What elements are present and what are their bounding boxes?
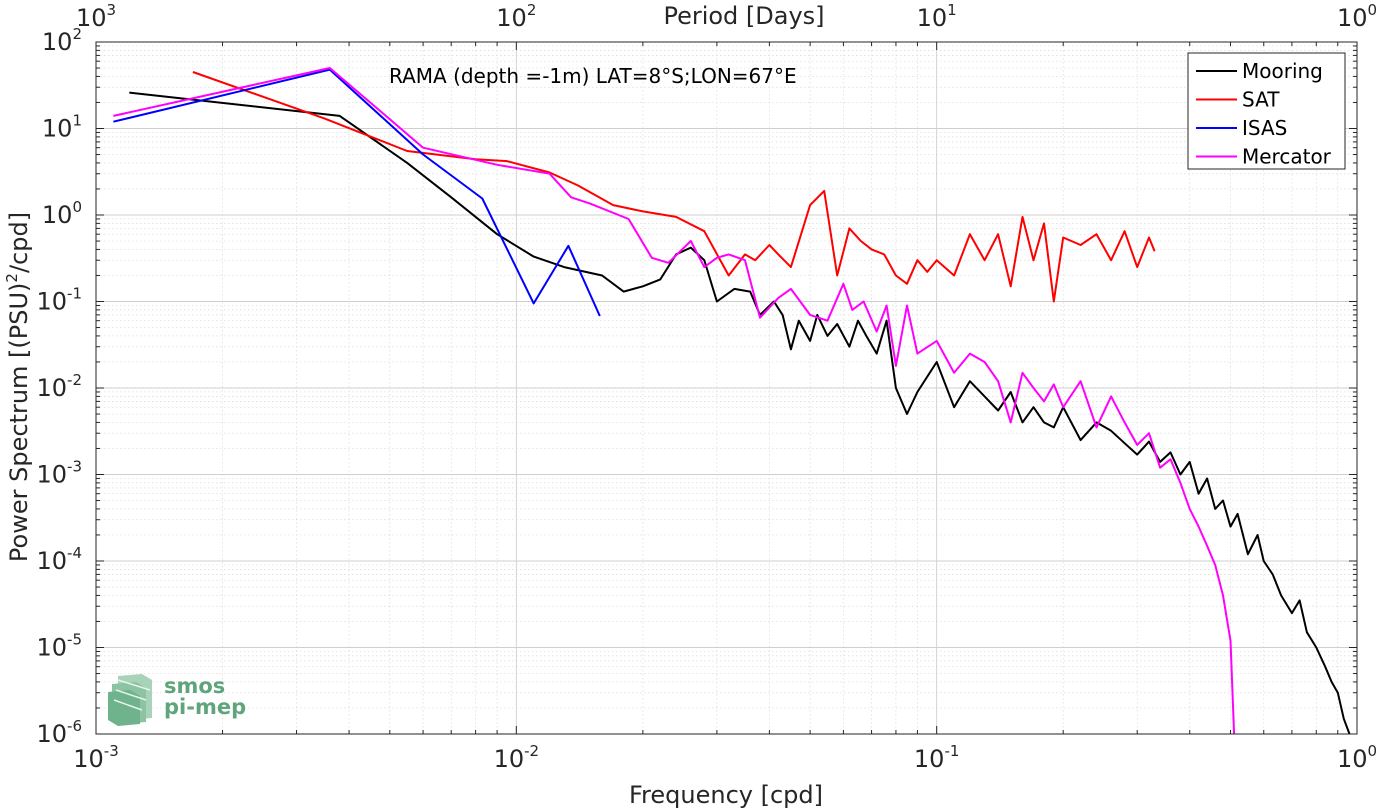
- y-tick-label-base: 10: [36, 720, 67, 748]
- logo-text-smos: smos: [164, 674, 225, 698]
- top-period-tick-labels: 103 102 101 100: [76, 1, 1377, 32]
- logo-mark-icon: [108, 674, 152, 726]
- legend-label-mooring: Mooring: [1242, 59, 1323, 83]
- y-tick-label: 10-5: [36, 631, 82, 662]
- top-tick-label-base: 10: [1337, 4, 1368, 32]
- x-tick-label-exponent: -3: [104, 742, 119, 760]
- smos-pi-mep-logo: smos pi-mep: [108, 674, 246, 726]
- y-axis-label-superscript: 2: [3, 273, 21, 283]
- y-tick-label-base: 10: [36, 634, 67, 662]
- y-tick-label: 10-4: [36, 544, 82, 575]
- chart-title: RAMA (depth =-1m) LAT=8°S;LON=67°E: [389, 64, 797, 88]
- y-tick-label: 100: [42, 198, 82, 229]
- y-tick-label-base: 10: [42, 201, 73, 229]
- y-tick-label: 10-1: [36, 285, 82, 316]
- x-tick-label: 10-3: [73, 742, 119, 773]
- top-tick-label-base: 10: [496, 4, 527, 32]
- legend-label-sat: SAT: [1242, 88, 1280, 112]
- series-line-isas: [113, 68, 601, 317]
- x-tick-label: 10-1: [914, 742, 960, 773]
- x-axis-label: Frequency [cpd]: [629, 781, 823, 809]
- series-line-mercator: [113, 67, 1236, 735]
- y-tick-label: 102: [42, 25, 82, 56]
- x-tick-label-base: 10: [1337, 745, 1368, 773]
- top-axis-label: Period [Days]: [663, 2, 824, 30]
- top-tick-label-base: 10: [917, 4, 948, 32]
- y-tick-label-base: 10: [36, 461, 67, 489]
- top-tick-label: 102: [496, 1, 536, 32]
- y-tick-label: 10-2: [36, 371, 82, 402]
- y-tick-label-exponent: 2: [72, 25, 82, 43]
- y-tick-label-exponent: 1: [72, 112, 82, 130]
- y-tick-label-base: 10: [42, 28, 73, 56]
- legend-box: [1187, 52, 1346, 170]
- legend-label-mercator: Mercator: [1242, 145, 1332, 169]
- y-tick-label-exponent: -1: [67, 285, 82, 303]
- tick-marks: [95, 41, 1358, 735]
- legend: Mooring SAT ISAS Mercator: [1187, 52, 1346, 170]
- y-tick-label-exponent: -3: [67, 458, 82, 476]
- y-tick-label-base: 10: [36, 374, 67, 402]
- x-tick-label: 10-2: [494, 742, 540, 773]
- x-tick-label-exponent: -1: [944, 742, 959, 760]
- y-tick-label-base: 10: [36, 288, 67, 316]
- y-tick-label-exponent: -2: [67, 371, 82, 389]
- y-tick-label-exponent: -4: [67, 544, 82, 562]
- y-tick-label-exponent: -5: [67, 631, 82, 649]
- top-tick-label-exponent: 1: [947, 1, 957, 19]
- y-axis-label-tail: /cpd]: [5, 212, 33, 273]
- logo-text-pi-mep: pi-mep: [164, 695, 246, 719]
- y-tick-label: 10-3: [36, 458, 82, 489]
- top-tick-label: 100: [1337, 1, 1377, 32]
- top-tick-label: 103: [76, 1, 116, 32]
- top-tick-label-exponent: 3: [107, 1, 117, 19]
- top-tick-label-exponent: 0: [1368, 1, 1377, 19]
- x-tick-label: 100: [1337, 742, 1377, 773]
- top-tick-label-base: 10: [76, 4, 107, 32]
- minor-gridlines: [96, 42, 1357, 734]
- top-tick-label-exponent: 2: [527, 1, 537, 19]
- y-tick-label: 10-6: [36, 717, 82, 748]
- series-lines: [113, 67, 1351, 735]
- y-tick-label-exponent: 0: [72, 198, 82, 216]
- y-axis-label: Power Spectrum [(PSU)2/cpd]: [3, 212, 33, 562]
- y-tick-label-base: 10: [42, 115, 73, 143]
- x-tick-label-base: 10: [914, 745, 945, 773]
- y-axis-label-main: Power Spectrum [(PSU): [5, 283, 33, 562]
- x-tick-label-base: 10: [494, 745, 525, 773]
- series-line-sat: [192, 71, 1156, 303]
- y-tick-label: 101: [42, 112, 82, 143]
- legend-label-isas: ISAS: [1242, 116, 1287, 140]
- y-tick-label-base: 10: [36, 547, 67, 575]
- x-tick-label-exponent: -2: [524, 742, 539, 760]
- x-tick-labels: 10-3 10-2 10-1 100: [73, 742, 1377, 773]
- x-tick-label-base: 10: [73, 745, 104, 773]
- x-tick-label-exponent: 0: [1368, 742, 1377, 760]
- y-tick-label-exponent: -6: [67, 717, 82, 735]
- top-tick-label: 101: [917, 1, 957, 32]
